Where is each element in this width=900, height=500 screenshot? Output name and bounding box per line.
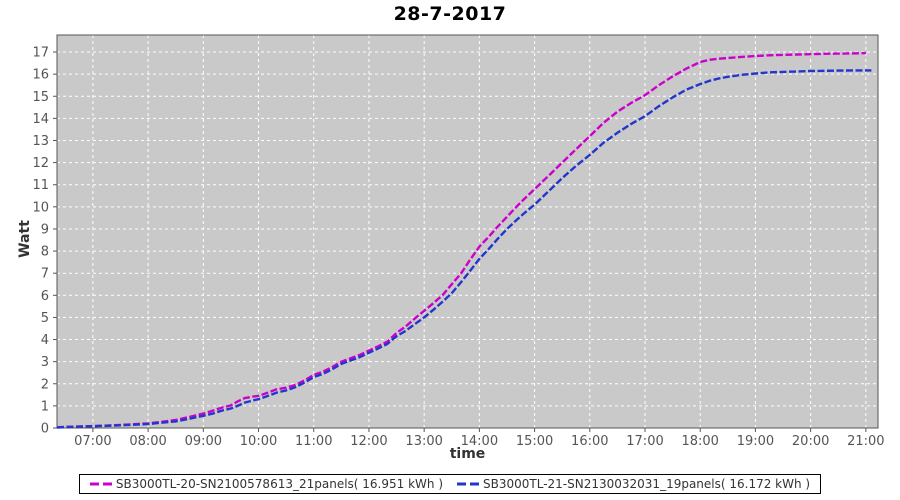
plot-border (56, 34, 879, 429)
chart-legend: SB3000TL-20-SN2100578613_21panels( 16.95… (78, 474, 822, 494)
y-tick-label: 13 (32, 134, 49, 149)
x-tick-label: 08:00 (129, 434, 166, 449)
y-tick-label: 7 (41, 267, 49, 282)
series2-line-sample-icon (457, 482, 479, 486)
x-axis-title: time (449, 446, 486, 462)
y-tick-label: 15 (32, 90, 49, 105)
legend-label-series1: SB3000TL-20-SN2100578613_21panels( 16.95… (115, 477, 443, 491)
x-tick-label: 20:00 (792, 434, 829, 449)
x-tick-label: 14:00 (461, 434, 498, 449)
x-tick-label: 11:00 (295, 434, 332, 449)
legend-item-series2: SB3000TL-21-SN2130032031_19panels( 16.17… (457, 477, 810, 491)
x-tick-label: 13:00 (405, 434, 442, 449)
y-tick-label: 11 (32, 178, 49, 193)
x-tick-label: 10:00 (240, 434, 277, 449)
y-tick-label: 10 (32, 200, 49, 215)
y-tick-label: 9 (41, 222, 49, 237)
y-tick-label: 6 (41, 289, 49, 304)
x-tick-label: 21:00 (847, 434, 884, 449)
x-tick-label: 15:00 (516, 434, 553, 449)
x-tick-label: 18:00 (681, 434, 718, 449)
y-tick-label: 17 (32, 46, 49, 61)
x-tick-label: 17:00 (626, 434, 663, 449)
y-tick-label: 3 (41, 355, 49, 370)
x-tick-label: 19:00 (737, 434, 774, 449)
plot-background (57, 35, 878, 428)
x-tick-label: 09:00 (185, 434, 222, 449)
legend-item-series1: SB3000TL-20-SN2100578613_21panels( 16.95… (89, 477, 443, 491)
y-tick-label: 8 (41, 245, 49, 260)
y-tick-label: 2 (41, 377, 49, 392)
y-axis-title: Watt (16, 220, 33, 258)
chart-title: 28-7-2017 (393, 3, 507, 25)
y-tick-label: 0 (41, 422, 49, 437)
series-line-1 (56, 51, 866, 429)
series-line-2 (56, 69, 872, 429)
y-tick-label: 4 (41, 333, 49, 348)
y-tick-label: 5 (41, 311, 49, 326)
legend-label-series2: SB3000TL-21-SN2130032031_19panels( 16.17… (483, 477, 811, 491)
x-tick-label: 16:00 (571, 434, 608, 449)
y-tick-label: 16 (32, 68, 49, 83)
x-tick-label: 07:00 (74, 434, 111, 449)
x-tick-label: 12:00 (350, 434, 387, 449)
y-tick-label: 14 (32, 112, 49, 127)
y-tick-label: 1 (41, 399, 49, 414)
series1-line-sample-icon (89, 482, 112, 486)
y-tick-label: 12 (32, 156, 49, 171)
